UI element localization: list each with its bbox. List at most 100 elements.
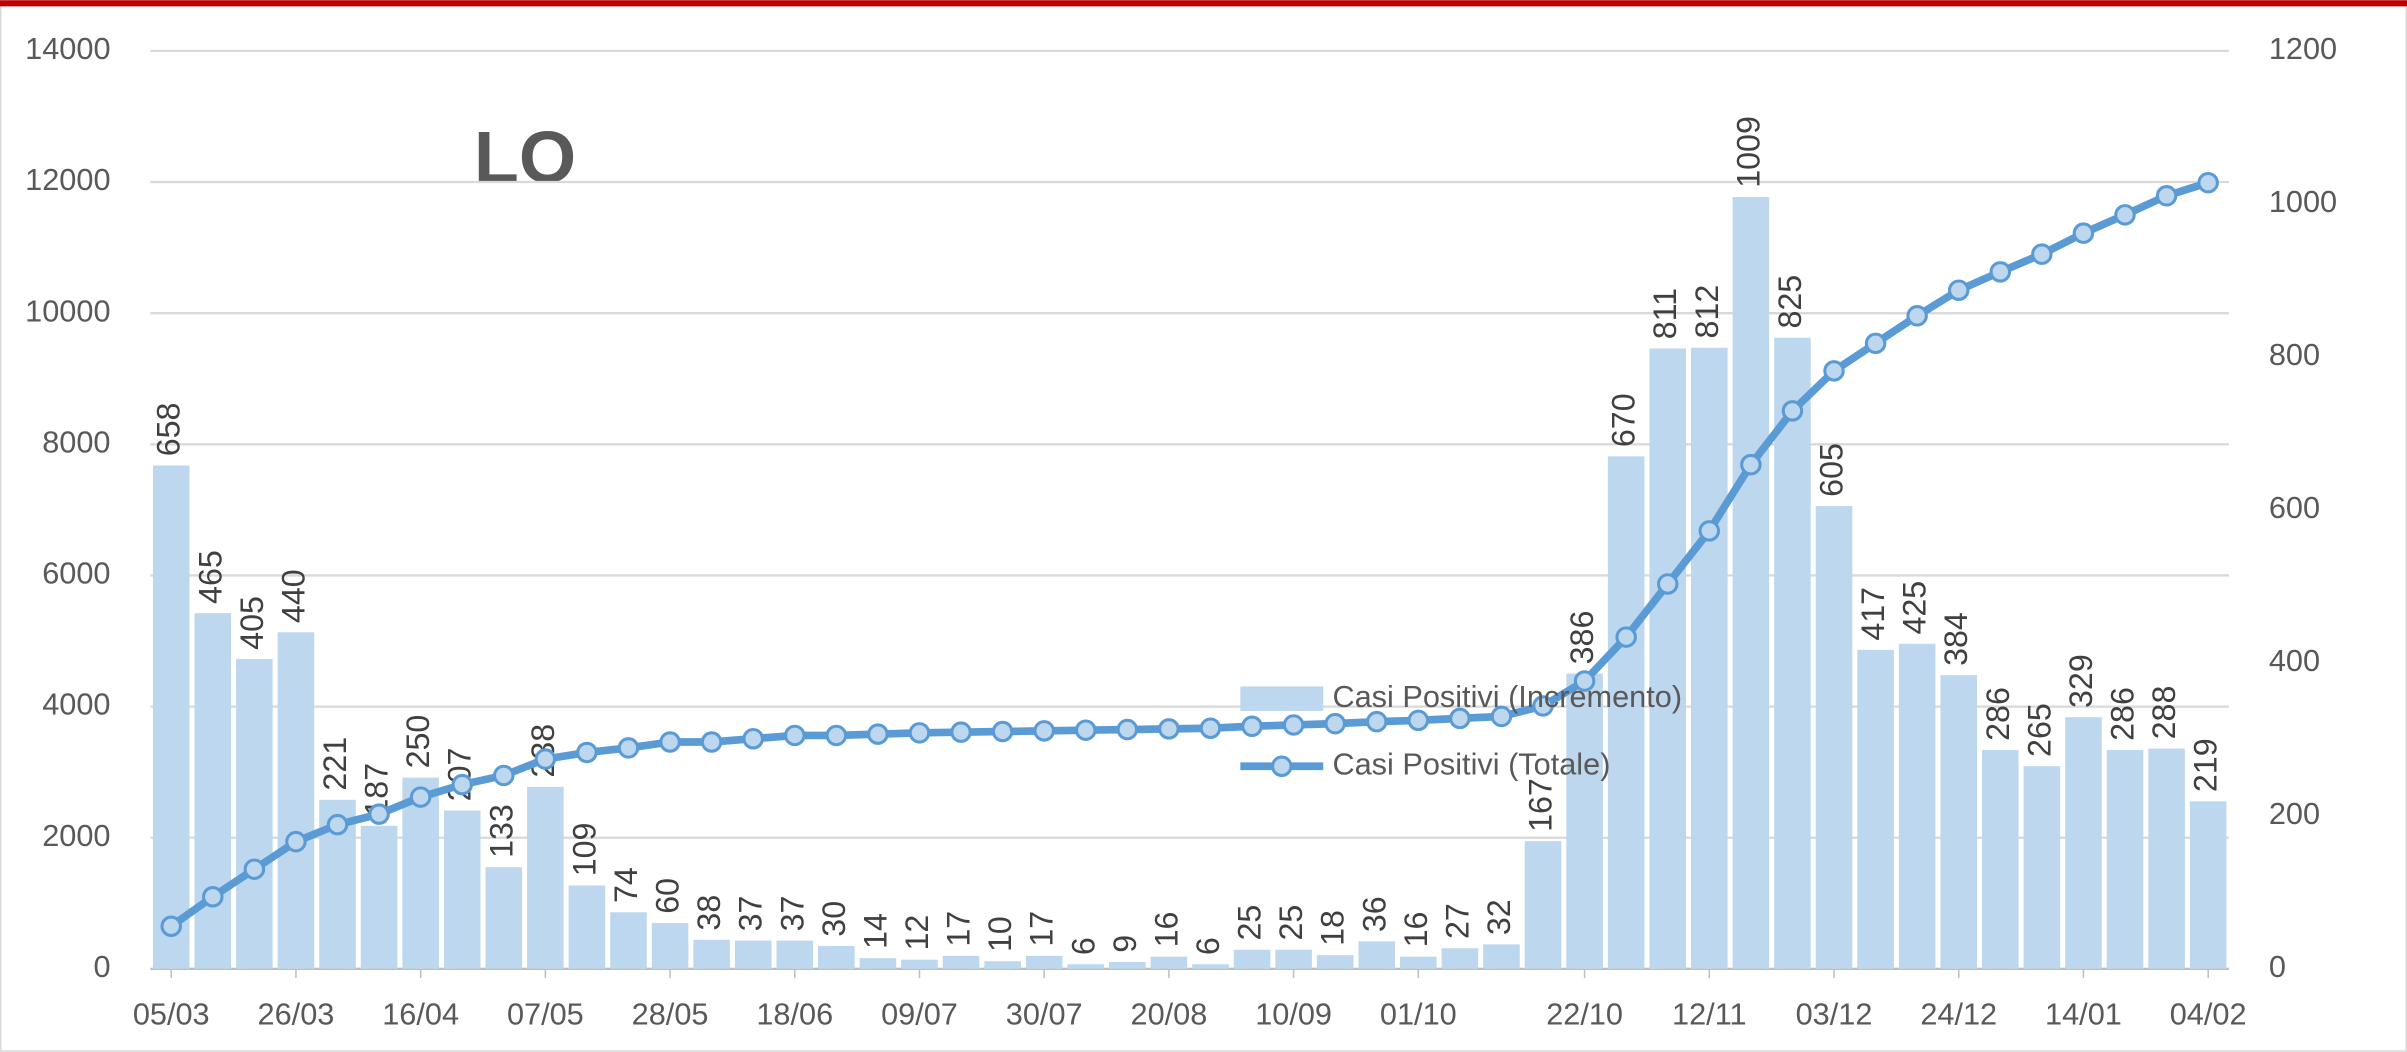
bar <box>2189 801 2227 969</box>
bar <box>2023 766 2061 969</box>
bar <box>984 961 1021 969</box>
data-label: 16 <box>1148 912 1184 948</box>
x-tick-label: 04/02 <box>2170 997 2247 1032</box>
data-label: 465 <box>192 550 228 604</box>
line-marker <box>950 721 972 743</box>
data-label: 18 <box>1315 910 1351 946</box>
bar <box>693 939 730 969</box>
y2-tick-label: 0 <box>2269 949 2286 984</box>
line-marker <box>1241 715 1263 738</box>
bar <box>1400 956 1437 969</box>
data-label: 386 <box>1564 611 1600 665</box>
bar <box>2106 750 2144 969</box>
x-tick-label: 28/05 <box>632 997 709 1032</box>
bar <box>1441 948 1479 969</box>
bar <box>1898 643 1936 969</box>
bar <box>1025 955 1063 969</box>
y2-tick-label: 800 <box>2269 337 2320 372</box>
data-label: 288 <box>2146 686 2182 740</box>
data-label: 25 <box>1232 905 1268 941</box>
data-label: 670 <box>1606 393 1642 447</box>
data-label: 425 <box>1897 581 1933 635</box>
data-label: 14 <box>857 913 893 949</box>
bar <box>942 955 980 969</box>
bar <box>1649 348 1687 969</box>
bar <box>1358 941 1396 969</box>
line-marker <box>2031 243 2053 265</box>
legend-swatch <box>1240 686 1324 711</box>
y-tick-label: 12000 <box>25 162 110 197</box>
bar <box>1607 456 1645 969</box>
x-tick-label: 16/04 <box>382 997 459 1032</box>
data-label: 825 <box>1772 275 1808 329</box>
y-tick-label: 0 <box>93 949 110 984</box>
bar <box>1192 964 1229 969</box>
data-label: 167 <box>1523 778 1559 832</box>
bar <box>734 940 772 969</box>
y-tick-label: 2000 <box>42 818 110 853</box>
line-marker <box>1781 400 1804 422</box>
bar <box>1732 197 1770 969</box>
x-tick-label: 26/03 <box>258 997 335 1032</box>
line-marker <box>1989 261 2012 283</box>
bar <box>818 945 855 969</box>
y2-tick-label: 400 <box>2269 643 2320 678</box>
x-tick-label: 14/01 <box>2045 997 2122 1032</box>
bar <box>360 825 398 969</box>
line-marker <box>1366 710 1388 733</box>
line-marker <box>1573 670 1596 692</box>
data-label: 219 <box>2188 738 2224 792</box>
x-tick-label: 24/12 <box>1920 997 1997 1032</box>
x-tick-label: 10/09 <box>1255 997 1332 1032</box>
x-tick-label: 20/08 <box>1131 997 1208 1032</box>
data-label: 6 <box>1190 937 1226 955</box>
data-label: 658 <box>151 403 187 457</box>
line-marker <box>576 741 598 764</box>
data-label: 60 <box>650 878 686 914</box>
data-label: 36 <box>1356 896 1392 932</box>
y-tick-label: 10000 <box>25 293 110 328</box>
line-marker <box>409 786 432 808</box>
line-marker <box>1033 720 1055 742</box>
line-marker <box>1698 520 1721 542</box>
x-tick-label: 05/03 <box>133 997 210 1032</box>
bar <box>194 613 232 969</box>
line-marker <box>617 737 640 759</box>
data-label: 221 <box>317 737 353 791</box>
bar <box>901 959 938 969</box>
y-tick-label: 4000 <box>42 687 110 722</box>
legend-label: Casi Positivi (Totale) <box>1332 746 1610 781</box>
bar <box>402 777 439 969</box>
bar <box>1857 649 1894 969</box>
data-label: 12 <box>899 915 935 951</box>
line-marker <box>368 803 390 825</box>
y-tick-label: 14000 <box>25 31 110 66</box>
bar <box>1691 347 1728 969</box>
line-marker <box>451 773 473 796</box>
data-label: 10 <box>982 916 1018 952</box>
y-tick-label: 6000 <box>42 556 110 591</box>
chart-title: LO <box>474 115 576 198</box>
data-label: 37 <box>733 896 769 932</box>
line-marker <box>991 720 1014 743</box>
bar <box>1275 949 1312 969</box>
bar <box>1067 964 1105 969</box>
data-label: 417 <box>1855 587 1891 641</box>
y2-tick-label: 200 <box>2269 796 2320 831</box>
y2-tick-label: 1200 <box>2269 31 2337 66</box>
x-tick-label: 01/10 <box>1380 997 1457 1032</box>
line-marker <box>1947 279 1970 301</box>
data-label: 250 <box>400 715 436 769</box>
line-marker <box>2072 222 2095 244</box>
bar <box>1940 675 1978 969</box>
line-marker <box>493 764 515 787</box>
bar <box>2065 717 2102 969</box>
line-marker <box>1075 719 1097 741</box>
bar <box>1815 506 1853 969</box>
data-label: 6 <box>1065 937 1101 955</box>
y2-tick-label: 1000 <box>2269 184 2337 219</box>
x-tick-label: 03/12 <box>1796 997 1873 1032</box>
line-marker <box>1532 695 1554 717</box>
data-label: 38 <box>691 895 727 931</box>
